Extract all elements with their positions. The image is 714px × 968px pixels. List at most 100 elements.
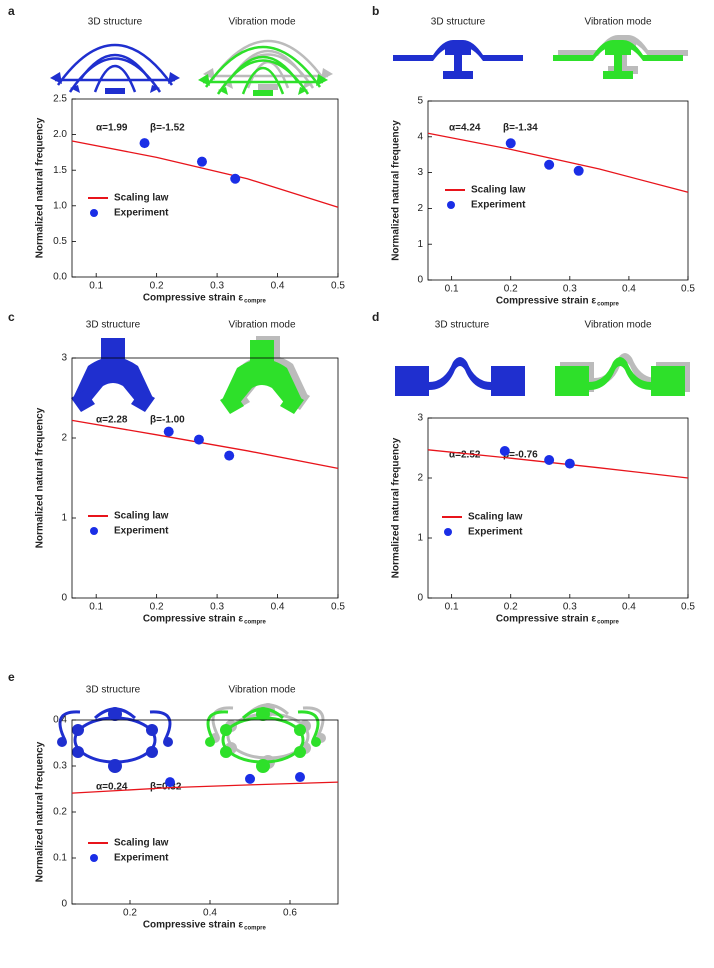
y-tick-label: 2.5 xyxy=(53,94,67,105)
image-header: 3D structure xyxy=(431,17,486,28)
y-tick-label: 2 xyxy=(417,473,423,484)
x-tick-label: 0.1 xyxy=(89,602,103,613)
y-tick-label: 0.3 xyxy=(53,761,67,772)
x-tick-label: 0.5 xyxy=(681,284,695,295)
legend-dot xyxy=(447,201,455,209)
image-header: Vibration mode xyxy=(584,17,652,28)
scaling-line xyxy=(427,132,689,193)
image-header: Vibration mode xyxy=(228,320,296,331)
y-axis-label: Normalized natural frequency xyxy=(35,117,46,258)
x-axis-label-subscript: compre xyxy=(597,620,619,626)
experiment-point xyxy=(230,173,241,184)
x-tick-label: 0.4 xyxy=(622,602,636,613)
plot-frame xyxy=(71,357,339,599)
legend-label: Scaling law xyxy=(468,512,523,523)
x-tick-label: 0.3 xyxy=(563,284,577,295)
x-tick-label: 0.1 xyxy=(445,602,459,613)
x-tick-label: 0.1 xyxy=(445,284,459,295)
y-tick-label: 2.0 xyxy=(53,129,67,140)
y-tick-label: 2 xyxy=(61,433,67,444)
y-tick-label: 0 xyxy=(61,593,67,604)
x-axis-label: Compressive strain ε xyxy=(143,293,244,304)
x-tick-label: 0.5 xyxy=(681,602,695,613)
image-header: Vibration mode xyxy=(228,685,296,696)
annotation: α=4.24 xyxy=(449,123,481,134)
image-header: 3D structure xyxy=(435,320,490,331)
legend-dot xyxy=(90,527,98,535)
y-axis-label: Normalized natural frequency xyxy=(391,120,402,261)
y-tick-label: 0 xyxy=(417,593,423,604)
experiment-point xyxy=(544,159,555,170)
experiment-point xyxy=(499,446,510,456)
annotation: α=1.99 xyxy=(96,123,128,134)
x-axis-label: Compressive strain ε xyxy=(143,614,244,625)
scaling-line xyxy=(71,140,339,208)
y-axis-label: Normalized natural frequency xyxy=(35,407,46,548)
legend-dot xyxy=(90,209,98,217)
annotation: β=-1.00 xyxy=(150,415,185,426)
y-tick-label: 3 xyxy=(417,167,423,178)
structure-image xyxy=(71,338,155,412)
legend-label: Scaling law xyxy=(114,838,169,849)
y-axis-label: Normalized natural frequency xyxy=(35,741,46,882)
experiment-point xyxy=(505,138,516,149)
y-tick-label: 0.2 xyxy=(53,807,67,818)
legend-dot xyxy=(90,854,98,862)
annotation: β=-0.76 xyxy=(503,450,538,461)
y-tick-label: 3 xyxy=(417,413,423,424)
x-tick-label: 0.2 xyxy=(123,908,137,919)
annotation: α=2.52 xyxy=(449,450,481,461)
panel-label: d xyxy=(372,310,379,324)
panel-label: a xyxy=(8,4,15,18)
x-tick-label: 0.4 xyxy=(203,908,217,919)
y-tick-label: 1.5 xyxy=(53,165,67,176)
annotation: α=2.28 xyxy=(96,415,128,426)
experiment-point xyxy=(564,458,575,469)
image-header: 3D structure xyxy=(86,685,141,696)
scaling-line xyxy=(71,781,339,794)
legend-label: Experiment xyxy=(114,208,169,219)
x-tick-label: 0.4 xyxy=(271,602,285,613)
annotation: β=-1.52 xyxy=(150,123,185,134)
structure-image xyxy=(55,705,175,775)
legend-label: Experiment xyxy=(468,527,523,538)
scaling-line xyxy=(427,449,689,479)
image-header: Vibration mode xyxy=(228,17,296,28)
experiment-point xyxy=(163,426,174,437)
mode-image xyxy=(553,40,683,79)
annotation: α=0.24 xyxy=(96,782,128,793)
x-tick-label: 0.5 xyxy=(331,602,345,613)
experiment-point xyxy=(245,773,255,784)
image-header: 3D structure xyxy=(88,17,143,28)
x-axis-label-subscript: compre xyxy=(597,302,619,308)
panel-label: b xyxy=(372,4,379,18)
scaling-line xyxy=(71,419,339,470)
x-tick-label: 0.3 xyxy=(210,602,224,613)
x-axis-label-subscript: compre xyxy=(244,926,266,932)
x-tick-label: 0.2 xyxy=(150,281,164,292)
experiment-point xyxy=(196,156,207,167)
y-tick-label: 0.4 xyxy=(53,715,67,726)
structure-image xyxy=(48,43,182,96)
y-tick-label: 0 xyxy=(61,899,67,910)
x-axis-label: Compressive strain ε xyxy=(496,296,597,307)
y-tick-label: 4 xyxy=(417,131,423,142)
x-tick-label: 0.2 xyxy=(504,284,518,295)
panel-label: e xyxy=(8,670,15,684)
annotation: β=0.32 xyxy=(150,782,182,793)
y-tick-label: 5 xyxy=(417,96,423,107)
experiment-point xyxy=(165,777,175,788)
x-tick-label: 0.2 xyxy=(150,602,164,613)
x-tick-label: 0.3 xyxy=(563,602,577,613)
y-tick-label: 3 xyxy=(61,353,67,364)
x-tick-label: 0.2 xyxy=(504,602,518,613)
experiment-point xyxy=(573,165,584,176)
x-axis-label: Compressive strain ε xyxy=(496,614,597,625)
legend-label: Experiment xyxy=(114,526,169,537)
x-tick-label: 0.1 xyxy=(89,281,103,292)
y-tick-label: 2 xyxy=(417,203,423,214)
legend-label: Experiment xyxy=(471,200,526,211)
legend-label: Scaling law xyxy=(471,185,526,196)
x-tick-label: 0.6 xyxy=(283,908,297,919)
